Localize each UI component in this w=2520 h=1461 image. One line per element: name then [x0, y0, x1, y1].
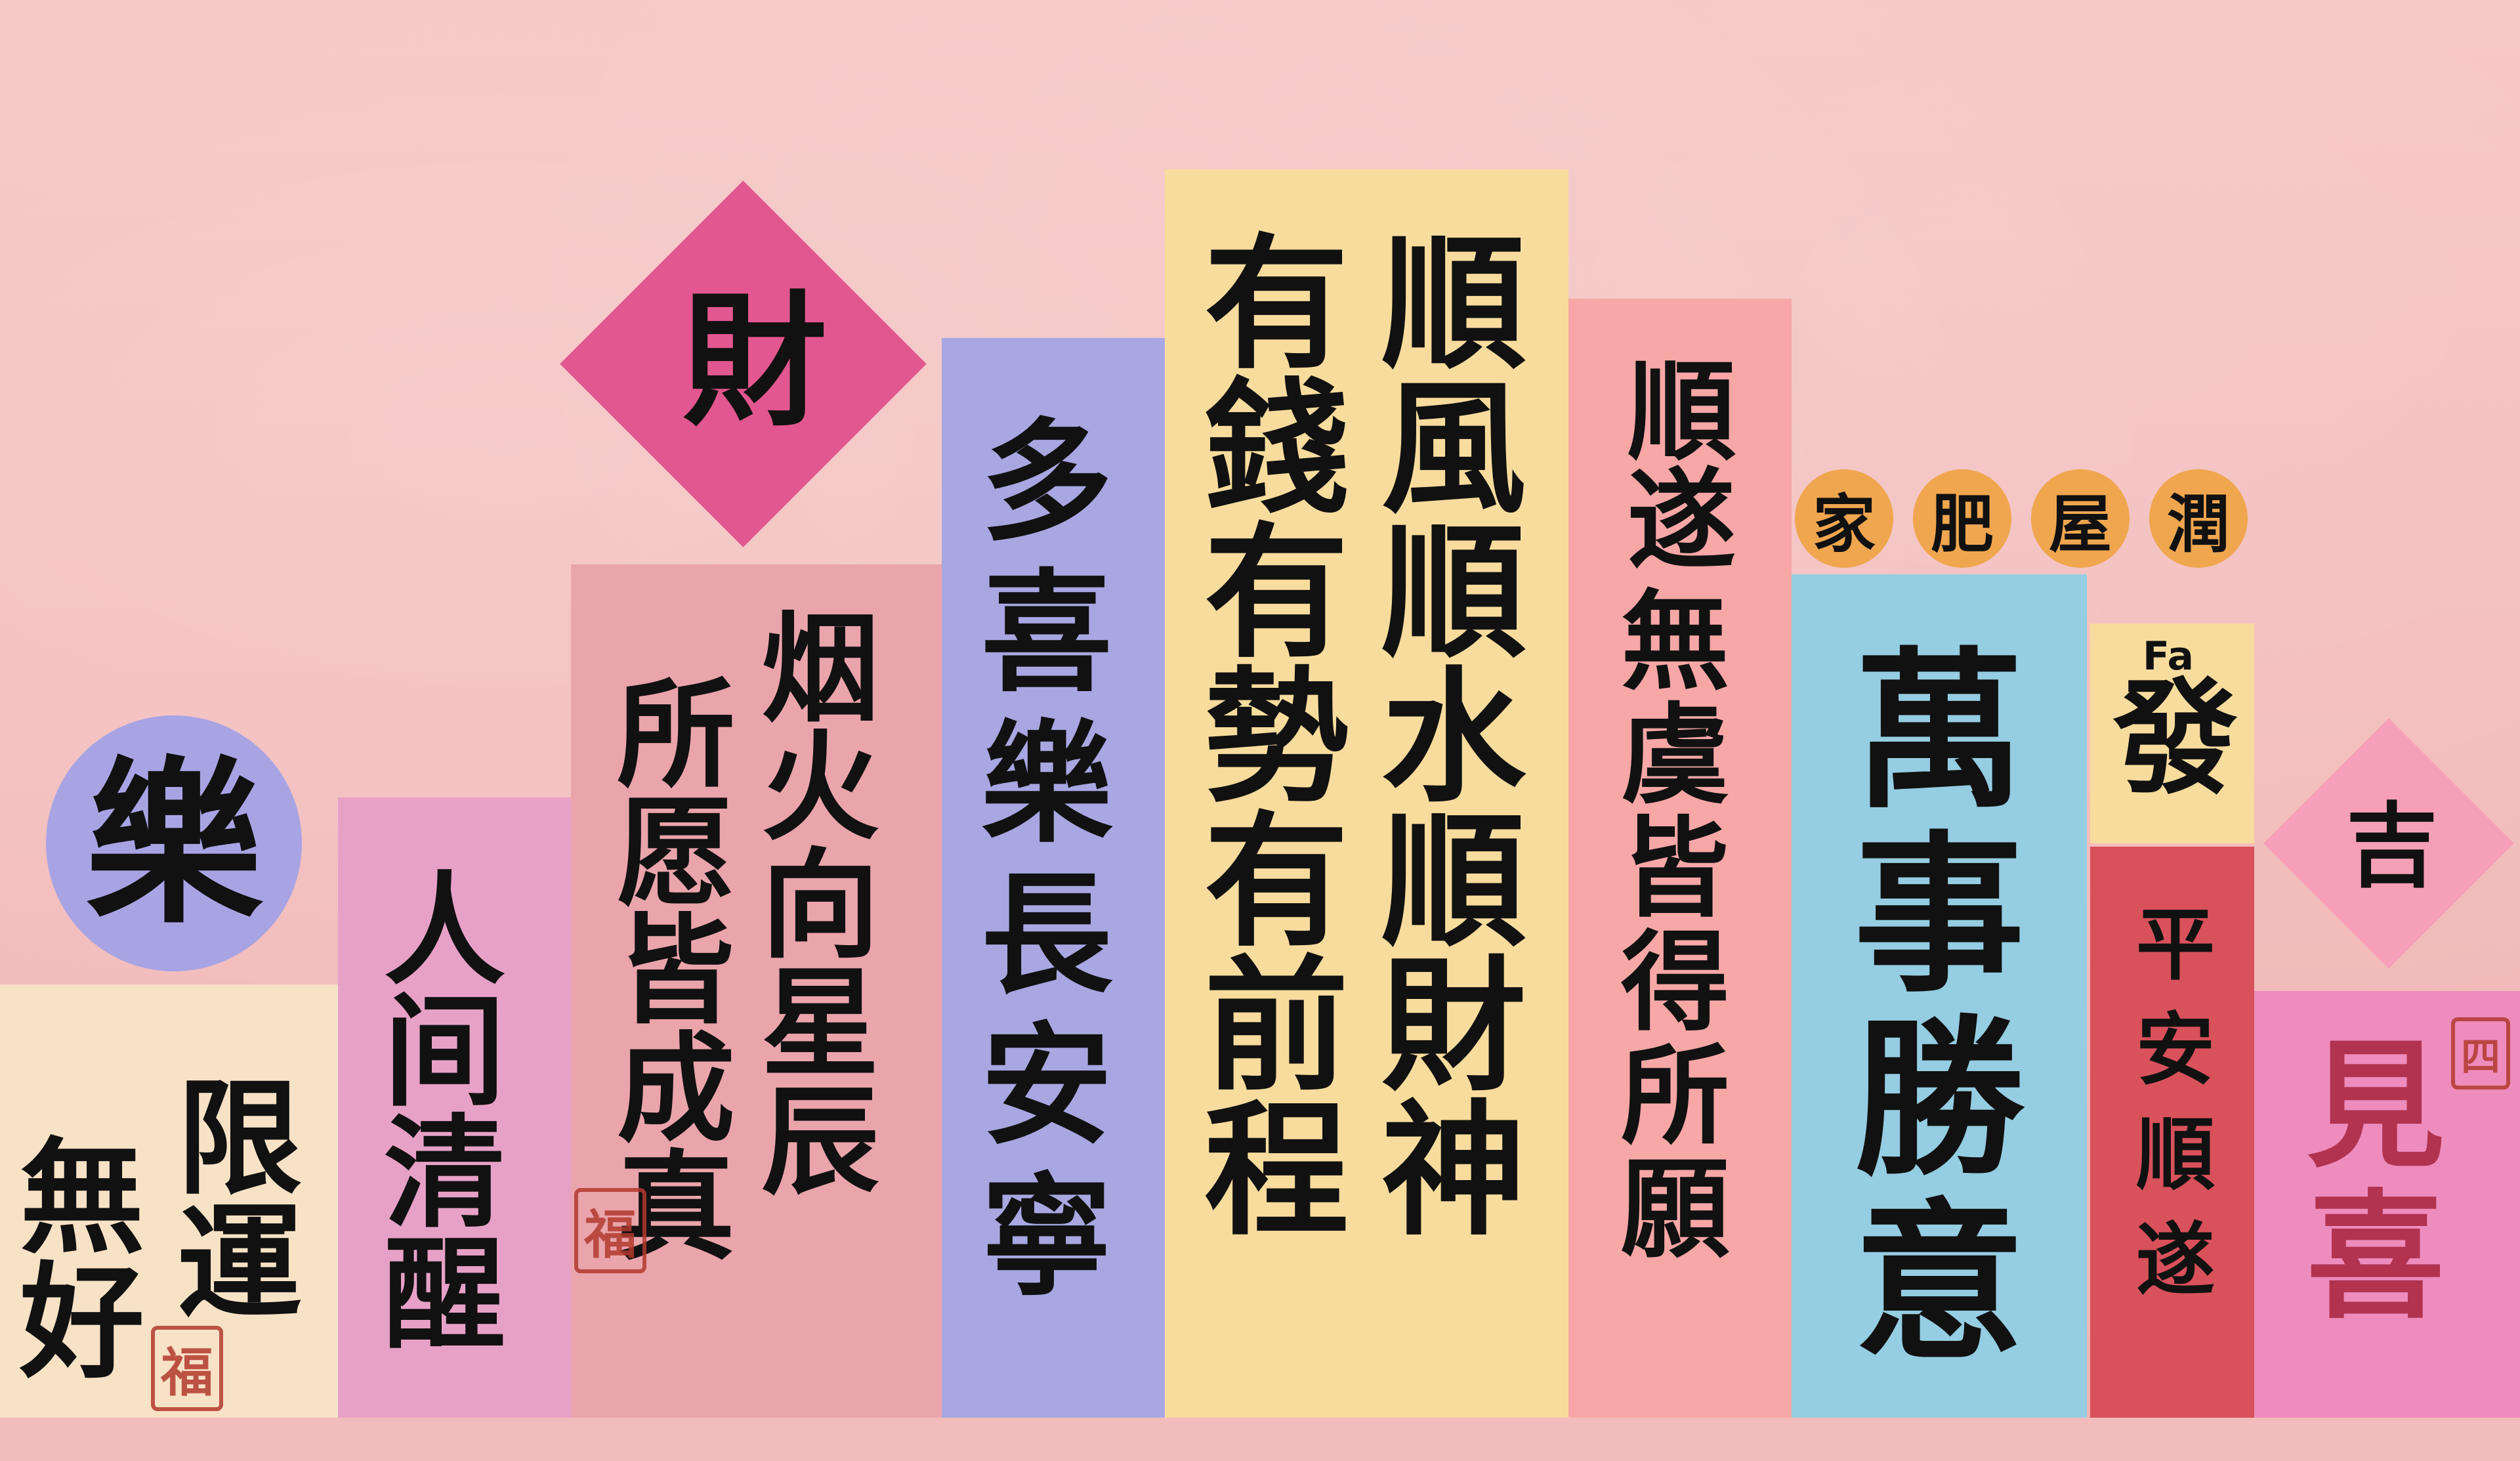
shunsui-panel: 順 遂 無 虞 皆 得 所 願	[1568, 299, 1792, 1418]
ji-char: 吉	[2346, 793, 2439, 900]
shunfeng-char: 順	[1381, 507, 1526, 677]
shunsui-char: 所	[1621, 1032, 1729, 1159]
wuxian-char: 無	[20, 1124, 145, 1271]
shunfeng-char: 財	[1381, 941, 1526, 1111]
shunfeng-char: 神	[1381, 1085, 1526, 1255]
pingan-panel: 平 安 順 遂	[2090, 847, 2254, 1418]
wanshi-char: 意	[1854, 1183, 2025, 1383]
jianxi-char: 見	[2307, 1025, 2445, 1187]
pingan-char: 平	[2136, 899, 2215, 991]
jiafei-char: 肥	[1931, 486, 1994, 561]
fu-seal: 福	[151, 1326, 223, 1411]
shunfeng-char: 前	[1204, 941, 1349, 1111]
suoyuan-char: 皆	[617, 902, 736, 1040]
cai-label: 財	[682, 289, 827, 433]
wanshi-char: 勝	[1854, 999, 2025, 1199]
wuxian-char: 運	[177, 1190, 303, 1336]
duoxi-panel: 多 喜 樂 長 安 寧	[942, 338, 1165, 1418]
suoyuan-char: 成	[617, 1020, 736, 1158]
jiafei-char: 屋	[2049, 486, 2112, 561]
wanshi-char: 事	[1854, 815, 2025, 1015]
suoyuan-char: 真	[617, 1138, 736, 1277]
pingan-char: 順	[2136, 1109, 2215, 1201]
jiafei-flower: 肥	[1913, 469, 2011, 568]
shunsui-char: 皆	[1621, 805, 1729, 932]
si-seal: 四	[2451, 1017, 2510, 1090]
jiafei-flower: 家	[1795, 469, 1893, 568]
ji-label: 吉	[2346, 801, 2438, 893]
suoyuan-char: 星	[761, 954, 880, 1093]
renjian-char: 人	[384, 858, 505, 1002]
jianxi-panel: 見 喜 四	[2254, 991, 2520, 1418]
fu-seal: 福	[574, 1188, 646, 1273]
shunsui-char: 遂	[1628, 456, 1736, 583]
suoyuan-char: 火	[761, 718, 880, 857]
suoyuan-char: 辰	[761, 1072, 880, 1211]
suoyuan-char: 向	[761, 836, 880, 975]
suoyuan-char: 愿	[617, 784, 736, 922]
duoxi-char: 多	[981, 405, 1113, 559]
wanshi-panel: 萬 事 勝 意	[1792, 574, 2087, 1418]
shunfeng-char: 風	[1381, 363, 1526, 533]
jiafei-char: 潤	[2167, 486, 2230, 561]
shunfeng-char: 有	[1204, 219, 1349, 389]
wuxian-char: 好	[20, 1249, 145, 1395]
shunfeng-char: 水	[1381, 652, 1526, 822]
shunsui-char: 無	[1621, 578, 1729, 705]
renjian-char: 间	[384, 980, 505, 1123]
duoxi-char: 喜	[981, 556, 1113, 710]
shunfeng-char: 有	[1204, 796, 1349, 966]
fa-char: 發	[2113, 665, 2238, 811]
pingan-char: 遂	[2136, 1214, 2215, 1306]
jianxi-char: 喜	[2307, 1175, 2445, 1338]
duoxi-char: 長	[981, 858, 1113, 1012]
le-circle: 樂	[46, 715, 302, 971]
shunfeng-char: 錢	[1204, 363, 1349, 533]
shunfeng-panel: 順 風 順 水 順 財 神 有 錢 有 勢 有 前 程	[1165, 169, 1568, 1418]
wanshi-char: 萬	[1854, 631, 2025, 832]
le-char: 樂	[85, 739, 262, 948]
suoyuan-char: 烟	[761, 600, 880, 738]
shunfeng-char: 順	[1381, 796, 1526, 966]
shunfeng-char: 勢	[1204, 652, 1349, 822]
duoxi-char: 安	[981, 1009, 1113, 1163]
shunsui-char: 得	[1621, 918, 1729, 1046]
renjian-char: 清	[384, 1101, 505, 1244]
pingan-char: 安	[2136, 1004, 2215, 1096]
fa-small-text: Fa	[2143, 633, 2194, 679]
renjian-panel: 人 间 清 醒	[338, 797, 571, 1418]
suoyuan-panel: 烟 火 向 星 辰 所 愿 皆 成 真 福	[571, 564, 942, 1418]
jiafei-flower: 潤	[2149, 469, 2248, 568]
duoxi-char: 寧	[981, 1160, 1113, 1314]
shunsui-char: 順	[1628, 348, 1736, 475]
wuxian-panel: 限 運 無 好 福	[0, 985, 338, 1418]
shunsui-char: 虞	[1621, 691, 1729, 818]
shunsui-char: 願	[1621, 1145, 1729, 1273]
jiafei-char: 家	[1813, 486, 1876, 561]
shunfeng-char: 程	[1204, 1085, 1349, 1255]
shunfeng-char: 有	[1204, 507, 1349, 677]
wuxian-char: 限	[177, 1065, 303, 1212]
suoyuan-char: 所	[617, 666, 736, 804]
renjian-char: 醒	[384, 1223, 505, 1366]
cai-char: 財	[682, 276, 828, 446]
bottom-strip	[0, 1418, 2520, 1461]
duoxi-char: 樂	[981, 707, 1113, 861]
jiafei-flower: 屋	[2031, 469, 2130, 568]
fa-panel: Fa 發	[2090, 624, 2254, 843]
shunfeng-char: 順	[1381, 219, 1526, 389]
